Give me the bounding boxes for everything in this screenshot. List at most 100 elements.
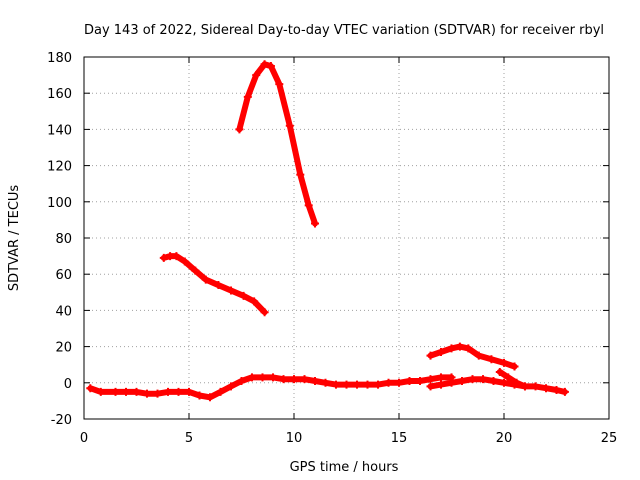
plot-area-frame: [83, 56, 610, 420]
data-point: [185, 387, 193, 396]
data-point: [504, 373, 513, 382]
data-point: [237, 376, 246, 385]
chart-title: Day 143 of 2022, Sidereal Day-to-day VTE…: [84, 23, 604, 38]
data-point: [164, 387, 172, 396]
data-point: [500, 378, 508, 387]
y-tick-label: 80: [55, 232, 72, 247]
data-point: [342, 380, 351, 389]
data-point: [500, 358, 508, 367]
data-point: [290, 375, 298, 384]
data-point: [495, 367, 504, 376]
data-point: [279, 375, 288, 384]
y-tick-label: 160: [47, 87, 72, 102]
series-arc-2: [160, 253, 268, 316]
x-tick-label: 20: [496, 431, 513, 446]
data-point: [174, 387, 183, 396]
data-point: [96, 387, 105, 396]
data-point: [468, 375, 477, 384]
y-axis-label: SDTVAR / TECUs: [7, 185, 22, 292]
axis-ticks: 0 5 10 15 20 25 -20 0 20 40 60 80 100 120 140 160 180: [47, 51, 617, 446]
data-point: [384, 378, 393, 387]
data-point: [248, 373, 256, 382]
data-point: [285, 121, 294, 130]
data-point: [132, 387, 141, 396]
y-tick-label: 180: [47, 51, 72, 66]
y-tick-label: 140: [47, 123, 72, 138]
data-point: [521, 382, 529, 391]
data-point: [227, 286, 235, 295]
y-tick-label: 120: [47, 160, 72, 175]
y-tick-label: 40: [55, 304, 72, 319]
data-point: [311, 376, 319, 385]
y-tick-label: 60: [55, 268, 72, 283]
data-point: [260, 60, 269, 69]
data-point: [437, 373, 445, 382]
data-point: [266, 62, 275, 71]
data-point: [447, 378, 456, 387]
data-point: [560, 387, 569, 396]
data-point: [252, 71, 261, 80]
data-point: [153, 389, 162, 398]
data-point: [275, 80, 284, 89]
x-tick-label: 25: [601, 431, 618, 446]
data-point: [311, 219, 319, 228]
x-tick-label: 5: [185, 431, 193, 446]
data-point: [201, 275, 210, 284]
data-point: [269, 373, 277, 382]
data-point: [353, 380, 361, 389]
data-point: [159, 253, 168, 262]
data-point: [363, 380, 372, 389]
data-point: [260, 308, 269, 317]
data-point: [191, 266, 200, 275]
data-point: [426, 382, 435, 391]
y-tick-label: 100: [47, 196, 72, 211]
data-point: [437, 348, 445, 357]
data-point: [122, 387, 130, 396]
data-point: [512, 378, 521, 387]
data-point: [214, 281, 223, 290]
data-point: [479, 375, 487, 384]
x-tick-label: 10: [286, 431, 303, 446]
data-point: [300, 375, 309, 384]
data-point: [227, 382, 235, 391]
data-point: [235, 125, 244, 134]
data-point: [531, 382, 540, 391]
data-point: [304, 201, 313, 210]
data-point: [250, 297, 259, 306]
data-point: [474, 351, 483, 360]
data-point: [447, 344, 456, 353]
data-point: [464, 344, 473, 353]
x-axis-label: GPS time / hours: [290, 460, 399, 475]
data-point: [296, 170, 305, 179]
y-tick-label: 20: [55, 341, 72, 356]
data-point: [416, 376, 424, 385]
data-point: [195, 391, 204, 400]
data-point: [510, 362, 519, 371]
series-arc-6: [496, 368, 528, 390]
data-point: [458, 376, 466, 385]
data-point: [206, 393, 214, 402]
data-point: [395, 378, 403, 387]
data-point: [111, 387, 120, 396]
data-point: [239, 291, 248, 300]
data-point: [437, 380, 445, 389]
data-point: [321, 378, 330, 387]
data-point: [216, 387, 225, 396]
data-point: [243, 92, 252, 101]
y-tick-label: -20: [51, 413, 72, 428]
data-point: [489, 376, 498, 385]
y-tick-label: 0: [64, 377, 72, 392]
data-point: [487, 355, 496, 364]
data-point: [426, 351, 435, 360]
series-arc-1: [236, 61, 318, 227]
data-point: [143, 389, 151, 398]
data-point: [172, 252, 181, 261]
data-point: [455, 342, 464, 351]
x-tick-label: 0: [80, 431, 88, 446]
data-point: [542, 384, 550, 393]
grid-lines: [84, 57, 609, 419]
data-series: [86, 60, 569, 402]
data-point: [552, 386, 561, 395]
data-point: [86, 384, 95, 393]
